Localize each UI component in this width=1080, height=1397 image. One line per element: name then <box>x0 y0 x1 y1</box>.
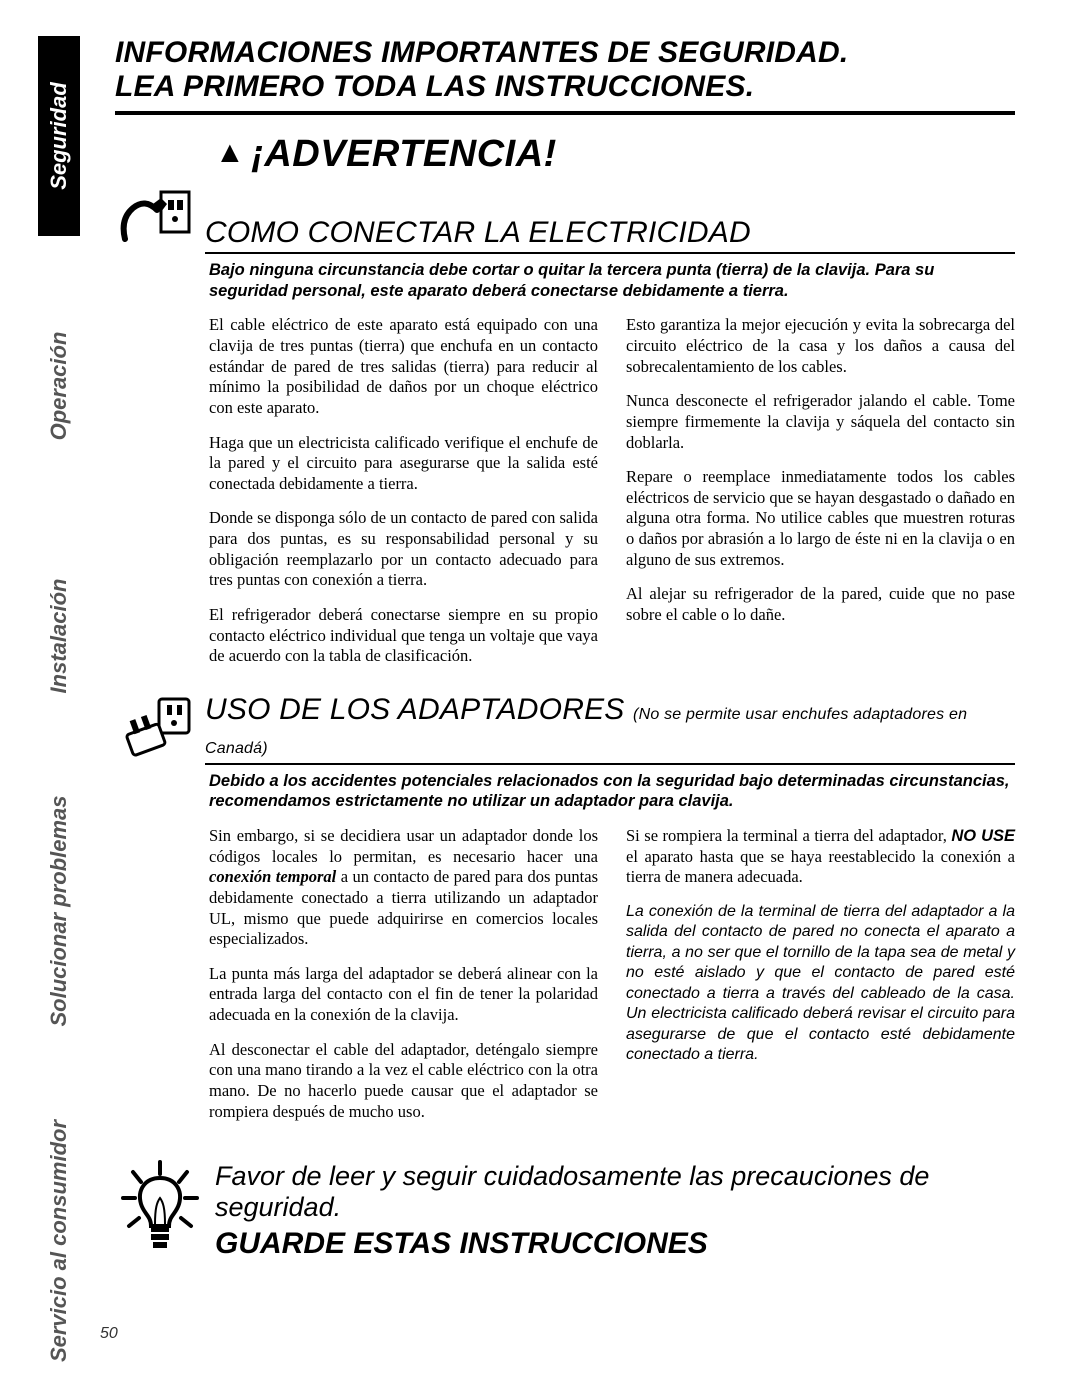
lightbulb-icon <box>115 1158 205 1263</box>
s1-r2: Nunca desconecte el refrigerador jalando… <box>626 391 1015 453</box>
tab-label: Solucionar problemas <box>46 795 72 1026</box>
section2-rule <box>205 763 1015 765</box>
s2-l3: Al desconectar el cable del adaptador, d… <box>209 1040 598 1123</box>
section-electricity: COMO CONECTAR LA ELECTRICIDAD Bajo ningu… <box>115 184 1015 667</box>
tab-solucionar: Solucionar problemas <box>38 756 80 1066</box>
section1-intro: Bajo ninguna circunstancia debe cortar o… <box>209 260 1015 301</box>
section1-right-col: Esto garantiza la mejor ejecución y evit… <box>626 315 1015 666</box>
tab-operacion: Operación <box>38 286 80 486</box>
tab-seguridad: Seguridad <box>38 36 80 236</box>
s1-r1: Esto garantiza la mejor ejecución y evit… <box>626 315 1015 377</box>
side-tabs: Seguridad Operación Instalación Solucion… <box>38 36 80 1316</box>
section2-title-text: USO DE LOS ADAPTADORES <box>205 693 625 726</box>
tab-instalacion: Instalación <box>38 536 80 736</box>
page-title: INFORMACIONES IMPORTANTES DE SEGURIDAD. … <box>115 36 1015 103</box>
tab-label: Servicio al consumidor <box>46 1120 72 1362</box>
s1-l4: El refrigerador deberá conectarse siempr… <box>209 605 598 667</box>
s2-r-italic: La conexión de la terminal de tierra del… <box>626 902 1015 1066</box>
adapter-icon <box>115 695 195 765</box>
tab-label: Operación <box>46 332 72 441</box>
section2-title: USO DE LOS ADAPTADORES (No se permite us… <box>205 693 1015 761</box>
s2-l2: La punta más larga del adaptador se debe… <box>209 964 598 1026</box>
section2-intro: Debido a los accidentes potenciales rela… <box>209 771 1015 812</box>
section1-title: COMO CONECTAR LA ELECTRICIDAD <box>205 216 1015 250</box>
tab-label: Instalación <box>46 579 72 694</box>
title-line1: INFORMACIONES IMPORTANTES DE SEGURIDAD. <box>115 36 1015 70</box>
section1-rule <box>205 252 1015 254</box>
section2-left-col: Sin embargo, si se decidiera usar un ada… <box>209 826 598 1122</box>
section-adapters: USO DE LOS ADAPTADORES (No se permite us… <box>115 693 1015 1122</box>
warning-text: ¡ADVERTENCIA! <box>251 133 557 175</box>
s1-r3: Repare o reemplace inmediatamente todos … <box>626 467 1015 570</box>
s2-r1: Si se rompiera la terminal a tierra del … <box>626 826 1015 888</box>
warning-title: ▲¡ADVERTENCIA! <box>115 133 1015 176</box>
tab-label: Seguridad <box>46 82 72 190</box>
plug-icon <box>115 184 195 254</box>
title-rule <box>115 111 1015 115</box>
main-content: INFORMACIONES IMPORTANTES DE SEGURIDAD. … <box>115 36 1015 1263</box>
section1-left-col: El cable eléctrico de este aparato está … <box>209 315 598 666</box>
s1-l2: Haga que un electricista calificado veri… <box>209 433 598 495</box>
page-number: 50 <box>100 1325 118 1343</box>
s1-l1: El cable eléctrico de este aparato está … <box>209 315 598 418</box>
closing-block: Favor de leer y seguir cuidadosamente la… <box>115 1158 1015 1263</box>
closing-line1: Favor de leer y seguir cuidadosamente la… <box>215 1161 1015 1223</box>
tab-servicio: Servicio al consumidor <box>38 1086 80 1396</box>
title-line2: LEA PRIMERO TODA LAS INSTRUCCIONES. <box>115 70 1015 104</box>
warning-row: ▲¡ADVERTENCIA! <box>115 133 1015 176</box>
warning-icon: ▲ <box>215 136 245 169</box>
section2-right-col: Si se rompiera la terminal a tierra del … <box>626 826 1015 1122</box>
s1-r4: Al alejar su refrigerador de la pared, c… <box>626 584 1015 625</box>
closing-line2: GUARDE ESTAS INSTRUCCIONES <box>215 1227 1015 1261</box>
s1-l3: Donde se disponga sólo de un contacto de… <box>209 508 598 591</box>
s2-l1: Sin embargo, si se decidiera usar un ada… <box>209 826 598 950</box>
